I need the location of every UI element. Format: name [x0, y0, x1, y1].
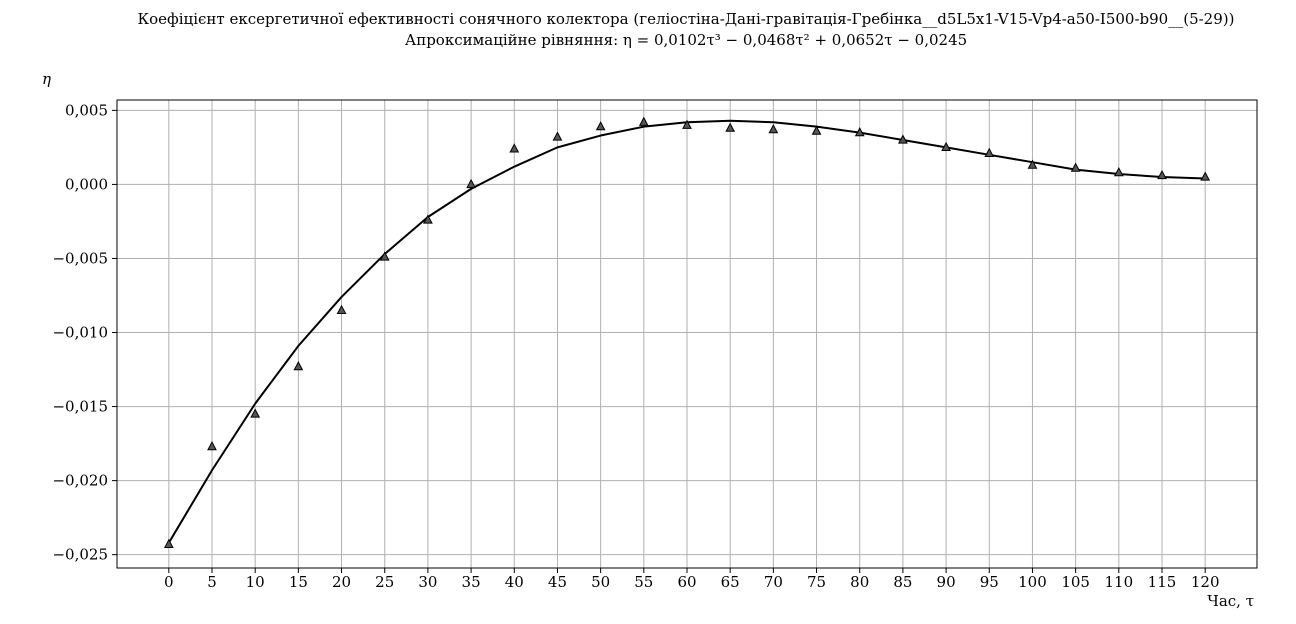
- y-tick-label: −0,020: [52, 472, 108, 490]
- y-tick-label: −0,010: [52, 324, 108, 342]
- x-tick-label: 110: [1104, 573, 1133, 591]
- y-tick-label: −0,025: [52, 546, 108, 564]
- data-point-marker: [811, 125, 822, 135]
- x-tick-label: 105: [1061, 573, 1090, 591]
- y-tick-label: −0,005: [52, 249, 108, 267]
- x-tick-label: 20: [332, 573, 351, 591]
- data-point-marker: [1070, 162, 1081, 172]
- x-tick-label: 45: [548, 573, 567, 591]
- x-tick-label: 85: [893, 573, 912, 591]
- x-tick-label: 5: [207, 573, 217, 591]
- data-point-marker: [595, 121, 606, 131]
- x-tick-label: 65: [721, 573, 740, 591]
- x-tick-label: 55: [634, 573, 653, 591]
- data-point-marker: [941, 141, 951, 152]
- x-tick-label: 100: [1018, 573, 1047, 591]
- x-tick-label: 115: [1148, 573, 1177, 591]
- x-tick-label: 120: [1191, 573, 1220, 591]
- x-tick-label: 90: [937, 573, 956, 591]
- x-tick-label: 15: [289, 573, 308, 591]
- data-point-marker: [163, 538, 174, 548]
- data-point-marker: [379, 251, 390, 261]
- y-tick-label: −0,015: [52, 398, 108, 416]
- x-tick-label: 40: [505, 573, 524, 591]
- x-tick-label: 0: [164, 573, 174, 591]
- x-tick-label: 10: [246, 573, 265, 591]
- data-point-marker: [898, 134, 908, 144]
- data-point-marker: [682, 119, 692, 129]
- chart-title: Коефіцієнт ексергетичної ефективності со…: [138, 10, 1235, 28]
- ticks: 0 5 10 15 20 25 30 35 40 45 50 55 60 65 70 75 80 85 90 95 10…: [52, 101, 1219, 591]
- x-tick-label: 95: [980, 573, 999, 591]
- x-tick-label: 75: [807, 573, 826, 591]
- plot-area-frame: [116, 99, 1258, 569]
- data-point-marker: [336, 304, 347, 314]
- data-point-marker: [250, 408, 261, 418]
- x-tick-label: 35: [462, 573, 481, 591]
- x-tick-label: 25: [375, 573, 394, 591]
- data-point-marker: [1113, 167, 1124, 177]
- x-tick-label: 50: [591, 573, 610, 591]
- data-point-marker: [768, 124, 779, 134]
- x-tick-label: 60: [677, 573, 696, 591]
- data-point-marker: [1200, 171, 1211, 181]
- data-points-layer: [163, 116, 1211, 548]
- data-point-marker: [509, 143, 520, 153]
- x-axis-label: Час, τ: [1207, 592, 1254, 610]
- grid: [117, 100, 1257, 568]
- chart-subtitle: Апроксимаційне рівняння: η = 0,0102τ³ − …: [405, 31, 967, 49]
- data-point-marker: [293, 361, 304, 371]
- y-tick-label: 0,005: [65, 101, 108, 119]
- data-point-marker: [638, 116, 649, 126]
- data-point-marker: [725, 122, 736, 132]
- data-point-marker: [466, 178, 476, 189]
- data-point-marker: [854, 127, 865, 137]
- data-point-marker: [552, 131, 563, 141]
- data-point-marker: [207, 440, 217, 451]
- data-point-marker: [1027, 159, 1038, 169]
- x-tick-label: 30: [418, 573, 437, 591]
- data-point-marker: [1157, 169, 1167, 180]
- data-point-marker: [984, 147, 995, 157]
- x-tick-label: 70: [764, 573, 783, 591]
- x-tick-label: 80: [850, 573, 869, 591]
- y-axis-label: η: [42, 70, 51, 88]
- y-tick-label: 0,000: [65, 175, 108, 193]
- data-point-marker: [423, 214, 433, 224]
